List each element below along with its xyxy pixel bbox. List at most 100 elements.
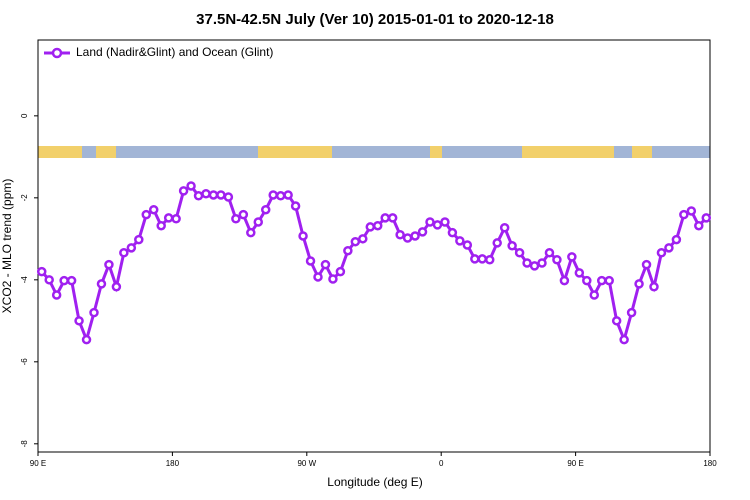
data-point xyxy=(223,192,234,202)
x-tick-label: 90 E xyxy=(567,459,583,468)
data-point xyxy=(163,213,174,223)
data-point xyxy=(350,236,361,247)
legend-marker xyxy=(51,47,63,59)
data-point xyxy=(395,229,405,240)
data-point xyxy=(611,316,622,326)
data-point xyxy=(686,206,697,216)
x-tick-label: 180 xyxy=(166,459,180,468)
data-point xyxy=(582,275,592,286)
data-point xyxy=(126,243,137,253)
data-point xyxy=(328,274,338,284)
data-point xyxy=(201,188,211,199)
data-point xyxy=(208,190,219,200)
data-point xyxy=(440,217,450,227)
data-point xyxy=(425,217,435,227)
data-point xyxy=(66,275,77,286)
data-point xyxy=(380,213,390,223)
data-point xyxy=(470,254,480,264)
data-point xyxy=(81,334,92,345)
data-point xyxy=(679,209,689,220)
y-axis-label: XCO2 - MLO trend (ppm) xyxy=(0,179,14,314)
data-point xyxy=(507,241,517,251)
data-point xyxy=(589,290,600,300)
data-point xyxy=(253,217,264,227)
data-point xyxy=(275,191,286,201)
y-tick-label: 0 xyxy=(20,113,29,118)
data-point xyxy=(335,266,346,277)
data-point xyxy=(44,275,54,285)
data-point xyxy=(36,266,47,277)
data-point xyxy=(701,213,712,223)
data-point xyxy=(305,256,316,266)
chart-title: 37.5N-42.5N July (Ver 10) 2015-01-01 to … xyxy=(196,11,554,28)
data-point xyxy=(462,240,473,250)
data-point xyxy=(634,279,644,289)
data-point xyxy=(544,248,555,258)
data-point xyxy=(156,220,166,231)
data-point xyxy=(298,231,308,241)
series-line xyxy=(40,183,708,345)
data-point xyxy=(596,275,607,286)
y-tick-label: -6 xyxy=(20,358,29,366)
data-point xyxy=(343,245,353,256)
data-point xyxy=(89,307,99,318)
data-point xyxy=(186,181,196,191)
data-point xyxy=(552,254,562,265)
data-point xyxy=(417,227,428,237)
data-point xyxy=(193,191,204,201)
data-point xyxy=(238,209,249,220)
data-point xyxy=(96,279,107,289)
data-point xyxy=(290,201,301,211)
data-point xyxy=(171,213,181,224)
data-point xyxy=(372,220,383,231)
data-point xyxy=(111,282,122,292)
data-point xyxy=(484,254,495,265)
data-point xyxy=(477,254,488,264)
data-point xyxy=(283,190,293,200)
data-point xyxy=(410,231,420,241)
data-point xyxy=(74,316,84,326)
data-point xyxy=(455,236,465,246)
data-point xyxy=(59,275,69,286)
data-point xyxy=(231,213,241,224)
x-tick-label: 180 xyxy=(703,459,717,468)
data-point xyxy=(522,258,532,268)
data-point xyxy=(313,272,323,282)
data-point xyxy=(447,227,458,238)
data-point xyxy=(492,238,502,248)
data-point xyxy=(694,220,704,231)
data-point xyxy=(148,204,159,215)
data-point xyxy=(671,234,682,245)
data-point xyxy=(604,275,614,286)
map-strip xyxy=(38,146,710,158)
plot-frame xyxy=(37,39,711,453)
x-tick-label: 0 xyxy=(439,459,444,468)
x-tick-label: 90 W xyxy=(297,459,316,468)
data-point xyxy=(134,234,144,245)
data-point xyxy=(119,248,129,258)
data-point xyxy=(537,258,547,268)
data-point xyxy=(104,259,114,270)
data-point xyxy=(358,234,368,244)
data-point xyxy=(656,248,667,258)
data-point xyxy=(619,334,629,345)
data-point xyxy=(141,209,152,220)
data-point xyxy=(268,190,278,200)
y-tick-label: -8 xyxy=(20,440,29,448)
data-point xyxy=(514,248,525,258)
data-point xyxy=(178,186,189,196)
data-point xyxy=(529,261,540,271)
data-point xyxy=(499,223,510,233)
data-point xyxy=(260,204,271,215)
data-point xyxy=(664,243,674,253)
y-tick-label: -2 xyxy=(20,194,29,202)
data-point xyxy=(387,213,398,223)
data-point xyxy=(402,233,413,243)
x-axis-label: Longitude (deg E) xyxy=(327,475,422,489)
data-point xyxy=(216,190,226,200)
legend-label: Land (Nadir&Glint) and Ocean (Glint) xyxy=(76,45,273,59)
data-point xyxy=(559,275,570,286)
data-point xyxy=(246,227,256,238)
data-point xyxy=(365,222,376,232)
